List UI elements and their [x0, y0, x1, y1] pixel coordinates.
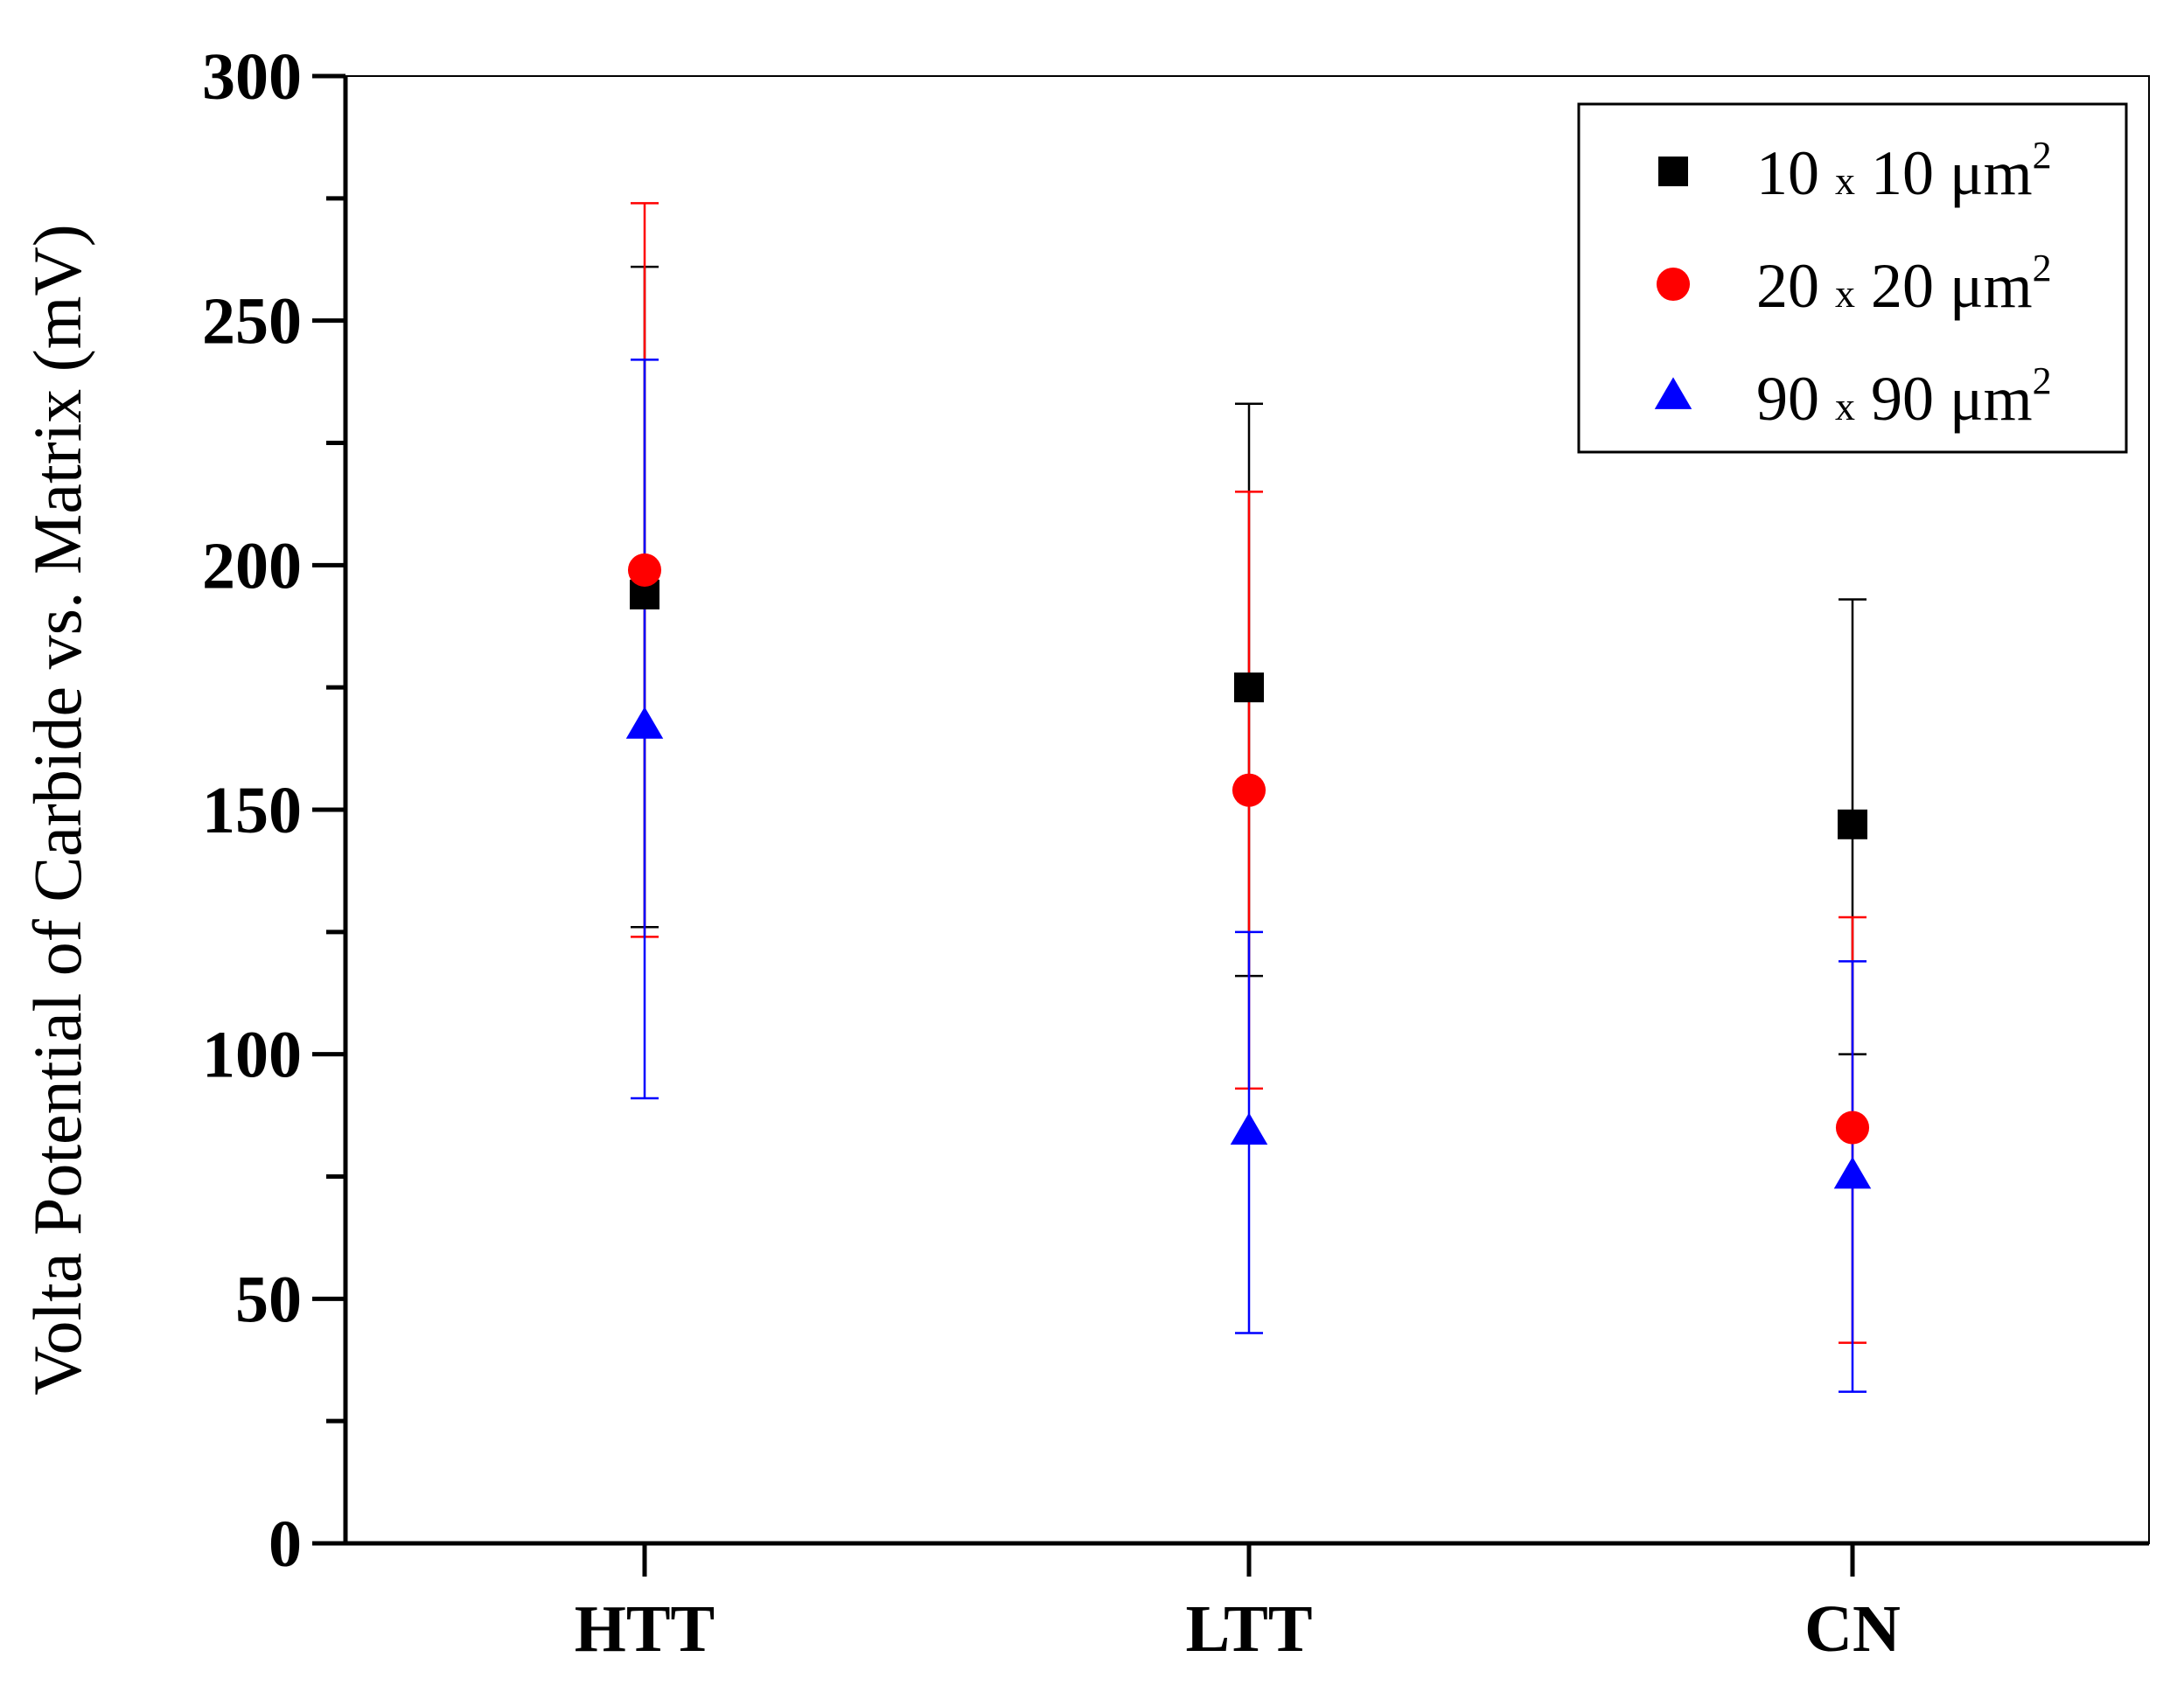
legend-label-sup: 2 — [2033, 359, 2052, 402]
legend-marker-circle — [1656, 267, 1691, 302]
y-axis-tick-labels: 0 50 100 150 200 250 300 — [202, 40, 302, 1581]
point-circle-cn — [1835, 1111, 1870, 1145]
x-tick-label-htt: HTT — [575, 1592, 715, 1666]
x-axis-ticks — [642, 1543, 1855, 1577]
x-axis-tick-labels: HTT LTT CN — [575, 1592, 1901, 1666]
legend-label-b: 90 μm — [1855, 364, 2033, 434]
legend-label: 10 x 10 μm2 — [1756, 134, 2052, 208]
legend-label-b: 20 μm — [1855, 251, 2033, 321]
y-tick-label: 300 — [202, 40, 302, 114]
x-tick-label-cn: CN — [1804, 1592, 1901, 1666]
point-square-cn — [1838, 809, 1867, 839]
legend-entry-square: 10 x 10 μm2 — [1658, 134, 2052, 208]
point-triangle-cn — [1833, 1156, 1872, 1189]
point-square-ltt — [1234, 672, 1264, 703]
legend-marker-triangle — [1654, 377, 1692, 409]
legend-label-x: x — [1835, 384, 1855, 428]
point-circle-ltt — [1232, 773, 1266, 807]
legend-entry-triangle: 90 x 90 μm2 — [1654, 359, 2052, 434]
y-tick-label: 200 — [202, 529, 302, 602]
legend-label-x: x — [1835, 158, 1855, 203]
y-axis-title: Volta Potential of Carbide vs. Matrix (m… — [19, 224, 95, 1396]
point-triangle-ltt — [1230, 1112, 1268, 1145]
legend-label-b: 10 μm — [1855, 138, 2033, 208]
legend-label: 20 x 20 μm2 — [1756, 247, 2052, 321]
y-tick-label: 150 — [202, 774, 302, 847]
legend-label-sup: 2 — [2033, 134, 2052, 177]
y-tick-label: 250 — [202, 285, 302, 359]
data-markers — [625, 553, 1872, 1189]
x-tick-label-ltt: LTT — [1185, 1592, 1312, 1666]
legend-label: 90 x 90 μm2 — [1756, 359, 2052, 434]
legend-label-sup: 2 — [2033, 247, 2052, 289]
legend-label-a: 10 — [1756, 138, 1835, 208]
y-tick-label: 0 — [269, 1507, 302, 1581]
y-tick-label: 100 — [202, 1019, 302, 1092]
y-axis-ticks — [312, 73, 345, 1546]
legend-label-a: 20 — [1756, 251, 1835, 321]
point-triangle-htt — [625, 707, 664, 739]
legend-label-x: x — [1835, 271, 1855, 316]
legend-marker-square — [1658, 157, 1688, 186]
y-tick-label: 50 — [235, 1263, 302, 1336]
point-circle-htt — [627, 553, 662, 587]
legend-entry-circle: 20 x 20 μm2 — [1656, 247, 2052, 321]
legend-label-a: 90 — [1756, 364, 1835, 434]
